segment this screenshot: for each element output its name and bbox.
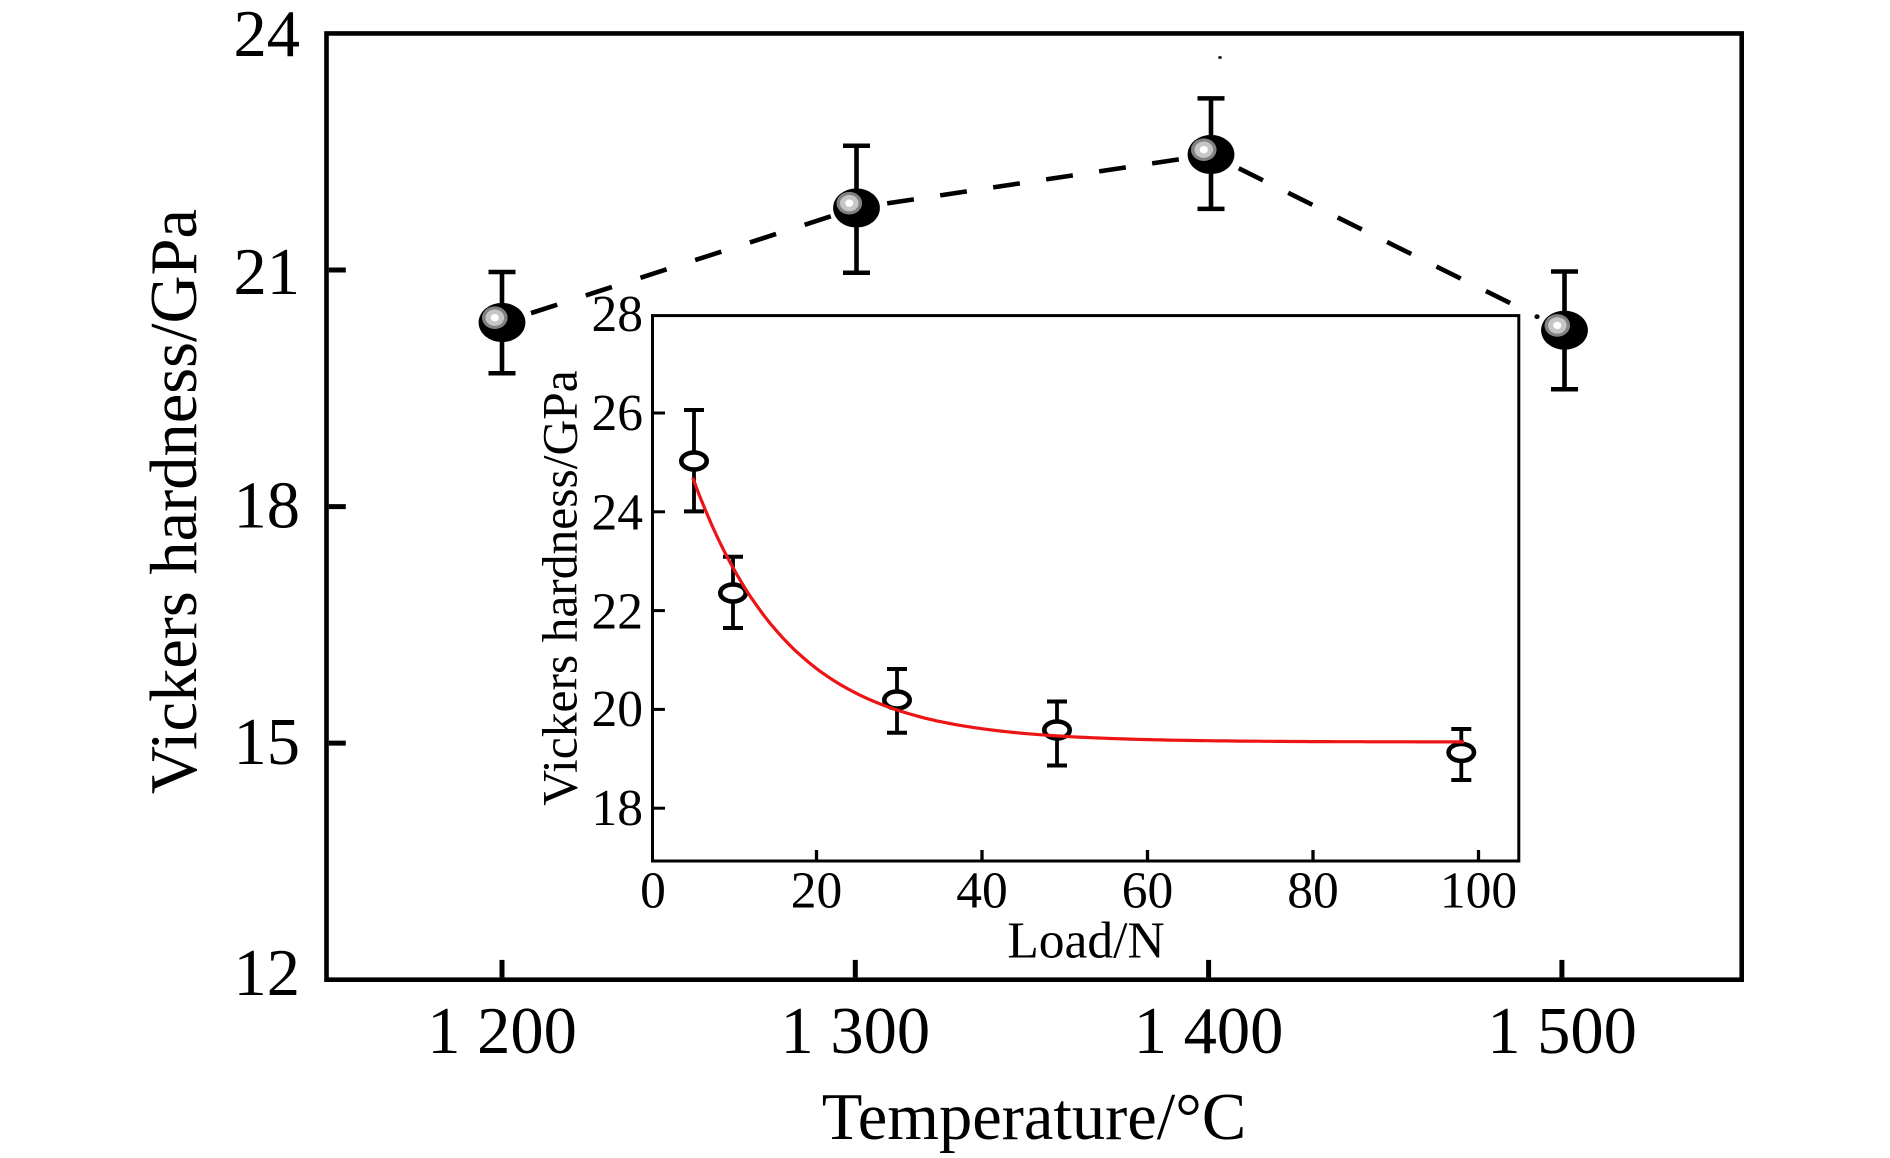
svg-text:18: 18 xyxy=(234,470,301,543)
svg-text:80: 80 xyxy=(1287,863,1339,920)
svg-text:Load/N: Load/N xyxy=(1007,913,1164,970)
svg-text:Temperature/°C: Temperature/°C xyxy=(822,1081,1246,1154)
svg-text:15: 15 xyxy=(234,706,301,779)
svg-text:22: 22 xyxy=(592,584,644,641)
svg-text:60: 60 xyxy=(1122,863,1174,920)
svg-text:1 300: 1 300 xyxy=(780,995,930,1068)
svg-text:24: 24 xyxy=(234,0,301,71)
svg-text:0: 0 xyxy=(640,863,666,920)
svg-text:1 400: 1 400 xyxy=(1134,995,1284,1068)
svg-text:26: 26 xyxy=(592,385,644,442)
svg-text:20: 20 xyxy=(592,681,644,738)
svg-text:1 500: 1 500 xyxy=(1487,995,1637,1068)
svg-text:100: 100 xyxy=(1440,863,1517,920)
svg-text:Vickers hardness/GPa: Vickers hardness/GPa xyxy=(533,370,588,806)
svg-text:21: 21 xyxy=(234,236,301,309)
svg-text:40: 40 xyxy=(956,863,1008,920)
svg-text:1 200: 1 200 xyxy=(427,995,577,1068)
svg-text:18: 18 xyxy=(592,780,644,837)
svg-text:24: 24 xyxy=(592,485,644,542)
svg-text:20: 20 xyxy=(791,863,843,920)
svg-text:Vickers hardness/GPa: Vickers hardness/GPa xyxy=(138,209,211,794)
svg-text:12: 12 xyxy=(234,937,301,1010)
svg-text:28: 28 xyxy=(592,286,644,343)
